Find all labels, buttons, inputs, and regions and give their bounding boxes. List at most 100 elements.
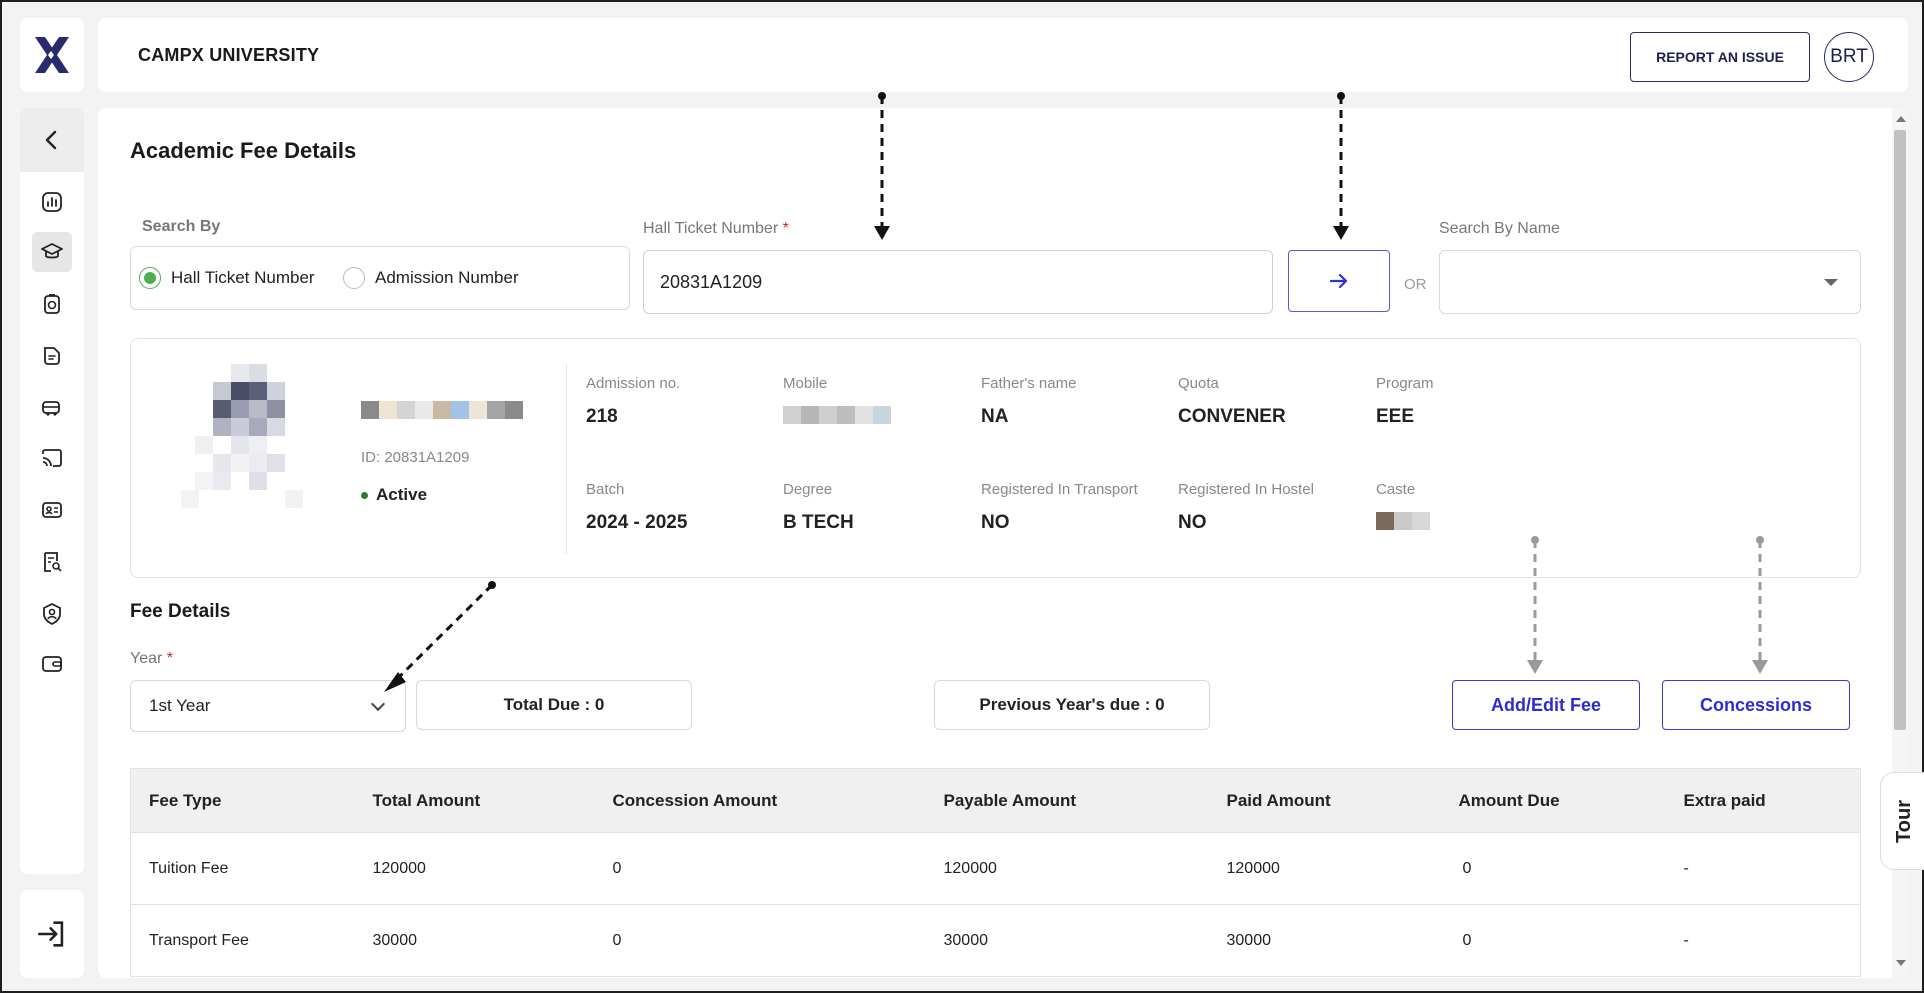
table-cell: 0	[594, 832, 926, 905]
fee-table: Fee Type Total Amount Concession Amount …	[130, 768, 1861, 977]
sidebar-item-wallet[interactable]	[32, 644, 72, 684]
table-cell: 30000	[1208, 904, 1441, 977]
student-info-card: ID: 20831A1209 Active Admission no. 218 M…	[130, 338, 1861, 578]
hall-ticket-label-text: Hall Ticket Number	[643, 220, 779, 237]
radio-hall-ticket[interactable]: Hall Ticket Number	[139, 267, 315, 289]
previous-due-pill: Previous Year's due : 0	[934, 680, 1210, 730]
field-value: EEE	[1376, 406, 1415, 427]
id-card-icon	[42, 502, 62, 518]
arrow-right-icon	[1329, 273, 1348, 289]
year-select[interactable]: 1st Year	[130, 680, 406, 732]
field-label: Quota	[1178, 375, 1219, 392]
sidebar-item-timetable[interactable]	[32, 284, 72, 324]
required-mark: *	[166, 650, 174, 667]
field-label: Registered In Hostel	[1178, 481, 1314, 498]
radio-checked-icon	[139, 267, 161, 289]
page-title: Academic Fee Details	[130, 138, 357, 163]
mobile-redacted	[783, 406, 891, 424]
column-header: Paid Amount	[1208, 768, 1441, 833]
column-header: Total Amount	[354, 768, 595, 833]
caste-redacted	[1376, 512, 1430, 530]
table-cell: Tuition Fee	[130, 832, 355, 905]
search-by-name-select[interactable]	[1439, 250, 1861, 314]
cast-icon	[42, 449, 62, 467]
sidebar-item-documents[interactable]	[32, 336, 72, 376]
student-photo	[181, 364, 329, 554]
search-by-label: Search By	[142, 218, 221, 235]
logout-icon	[37, 921, 64, 947]
field-degree: Degree B TECH	[783, 481, 854, 534]
field-value: NO	[1178, 512, 1207, 533]
sidebar	[20, 108, 84, 874]
search-submit-button[interactable]	[1288, 250, 1390, 312]
user-avatar[interactable]: BRT	[1824, 32, 1874, 82]
table-cell: 120000	[1208, 832, 1441, 905]
top-header: CAMPX UNIVERSITY REPORT AN ISSUE BRT	[98, 18, 1908, 92]
chevron-left-icon	[45, 130, 57, 150]
sidebar-item-users[interactable]	[32, 594, 72, 634]
sidebar-item-id-card[interactable]	[32, 490, 72, 530]
column-header: Payable Amount	[925, 768, 1209, 833]
logout-button[interactable]	[20, 890, 84, 978]
graduation-cap-icon	[41, 243, 63, 259]
sidebar-item-transport[interactable]	[32, 388, 72, 428]
field-transport: Registered In Transport NO	[981, 481, 1138, 534]
document-icon	[44, 347, 60, 365]
dropdown-caret-icon	[1824, 279, 1838, 286]
sidebar-item-dashboard[interactable]	[32, 182, 72, 222]
field-value: B TECH	[783, 512, 854, 533]
field-caste: Caste	[1376, 481, 1430, 530]
collapse-sidebar-button[interactable]	[20, 108, 84, 172]
add-edit-fee-button[interactable]: Add/Edit Fee	[1452, 680, 1640, 730]
tour-tab[interactable]: Tour	[1880, 772, 1924, 870]
year-label: Year *	[130, 650, 173, 668]
field-label: Degree	[783, 481, 833, 498]
sidebar-item-reports[interactable]	[32, 542, 72, 582]
sidebar-item-academics[interactable]	[32, 232, 72, 272]
hall-ticket-input[interactable]	[643, 250, 1273, 314]
field-value: 218	[586, 406, 618, 427]
status-badge: Active	[361, 485, 427, 505]
student-name-redacted	[361, 401, 523, 419]
column-header: Extra paid	[1665, 768, 1861, 833]
receipt-search-icon	[44, 552, 62, 572]
table-cell: 120000	[925, 832, 1209, 905]
table-header-row: Fee Type Total Amount Concession Amount …	[130, 768, 1861, 833]
table-cell: 0	[1440, 904, 1666, 977]
scrollbar-thumb[interactable]	[1894, 130, 1906, 730]
field-hostel: Registered In Hostel NO	[1178, 481, 1314, 534]
total-due-pill: Total Due : 0	[416, 680, 692, 730]
field-label: Father's name	[981, 375, 1077, 392]
field-admission-no: Admission no. 218	[586, 375, 680, 428]
field-fathers-name: Father's name NA	[981, 375, 1076, 428]
table-cell: 30000	[354, 904, 595, 977]
dashboard-icon	[42, 192, 62, 212]
field-label: Admission no.	[586, 375, 681, 392]
vertical-scrollbar[interactable]	[1892, 108, 1908, 978]
scroll-up-icon[interactable]	[1896, 116, 1906, 122]
year-label-text: Year	[130, 650, 163, 667]
radio-admission-number[interactable]: Admission Number	[343, 267, 519, 289]
campx-logo-icon	[35, 37, 69, 73]
status-text: Active	[376, 485, 428, 504]
field-label: Mobile	[783, 375, 828, 392]
sidebar-item-cast[interactable]	[32, 438, 72, 478]
main-panel: Academic Fee Details Search By Hall Tick…	[98, 108, 1908, 978]
field-label: Caste	[1376, 481, 1416, 498]
hall-ticket-label: Hall Ticket Number *	[643, 220, 789, 238]
column-header: Fee Type	[130, 768, 355, 833]
report-issue-button[interactable]: REPORT AN ISSUE	[1630, 32, 1810, 82]
logo[interactable]	[20, 18, 84, 92]
table-cell: Transport Fee	[130, 904, 355, 977]
tour-label: Tour	[1892, 799, 1915, 843]
fee-details-heading: Fee Details	[130, 601, 231, 622]
year-select-value: 1st Year	[149, 696, 211, 715]
scroll-down-icon[interactable]	[1896, 960, 1906, 966]
field-label: Program	[1376, 375, 1434, 392]
field-batch: Batch 2024 - 2025	[586, 481, 687, 534]
table-cell: 0	[1440, 832, 1666, 905]
table-row: Transport Fee 30000 0 30000 30000 0 -	[130, 904, 1861, 977]
concessions-button[interactable]: Concessions	[1662, 680, 1850, 730]
card-divider	[566, 364, 567, 554]
field-value: 2024 - 2025	[586, 512, 688, 533]
